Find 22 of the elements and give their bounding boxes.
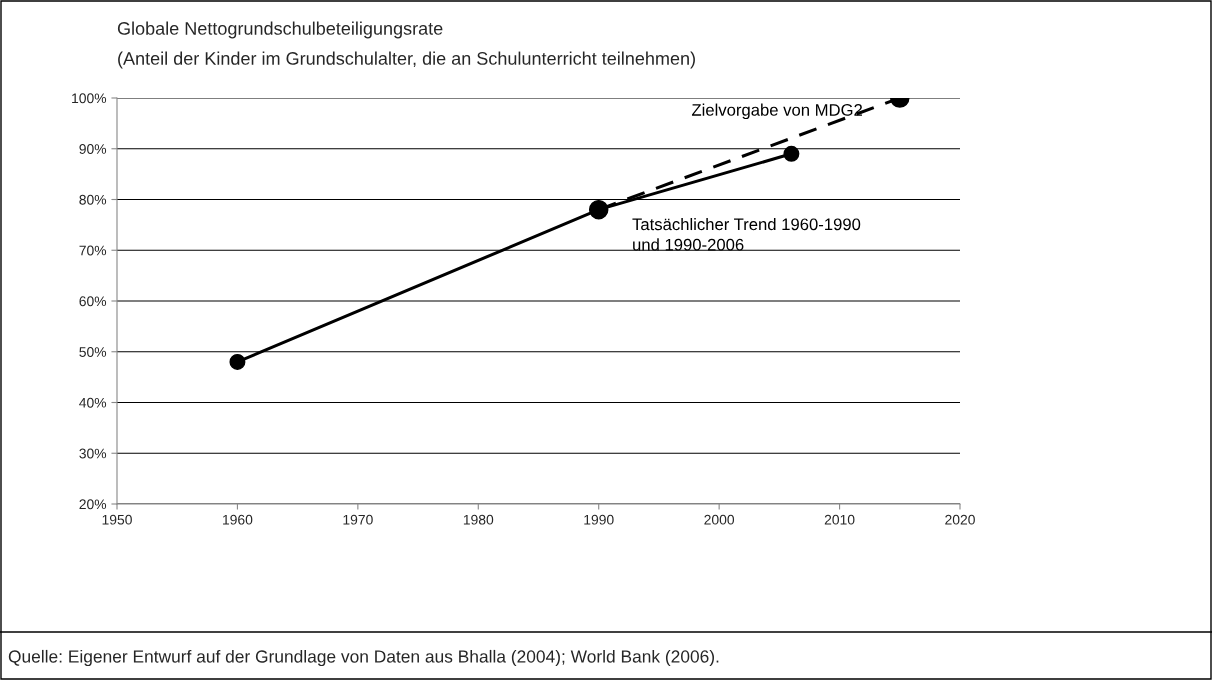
y-tick-label: 30%	[79, 448, 107, 459]
x-tick-label: 1950	[102, 514, 132, 525]
x-tick-label: 2020	[945, 514, 975, 525]
chart-title: Globale Nettogrundschulbeteiligungsrate	[117, 21, 443, 39]
x-tick-label: 1970	[343, 514, 373, 525]
x-tick-label: 2010	[824, 514, 855, 525]
x-tick-label: 2000	[704, 514, 735, 525]
y-tick-label: 40%	[79, 397, 107, 408]
source-note: Quelle: Eigener Entwurf auf der Grundlage von Daten aus Bhalla (2004); World Bank (2006).	[8, 649, 719, 667]
y-tick-label: 50%	[79, 347, 107, 357]
x-tick-label: 1980	[463, 514, 494, 525]
series-label: Zielvorgabe von MDG2	[691, 103, 862, 120]
y-tick-label: 60%	[79, 296, 107, 307]
y-tick-label: 100%	[72, 93, 107, 104]
y-tick-label: 90%	[79, 144, 107, 154]
series-label: Tatsächlicher Trend 1960-1990 und 1990-2006	[632, 217, 861, 251]
x-tick-label: 1960	[223, 514, 253, 525]
y-tick-label: 80%	[79, 194, 107, 205]
chart-subtitle: (Anteil der Kinder im Grundschulalter, die an Schulunterricht teilnehmen)	[118, 51, 695, 69]
y-tick-label: 70%	[79, 245, 107, 256]
x-tick-label: 1990	[584, 514, 614, 525]
y-tick-label: 20%	[79, 499, 107, 510]
